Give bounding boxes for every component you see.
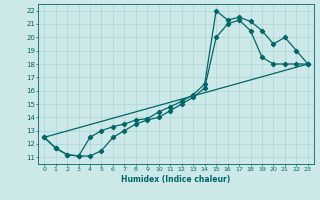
X-axis label: Humidex (Indice chaleur): Humidex (Indice chaleur) bbox=[121, 175, 231, 184]
